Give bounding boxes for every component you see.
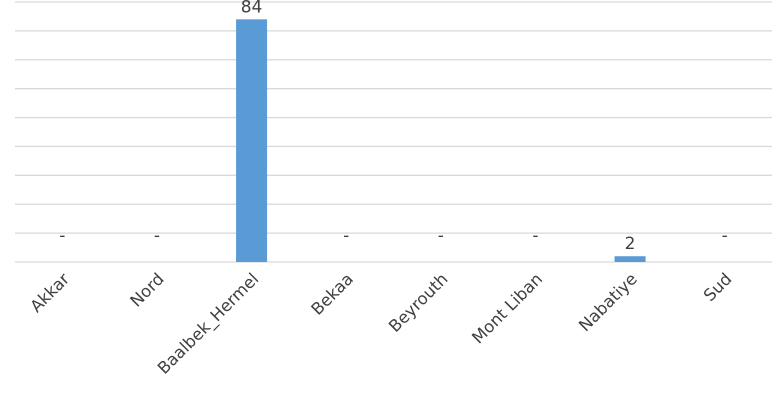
x-tick-label-baalbek-hermel: Baalbek_Hermel: [154, 269, 263, 378]
data-label-sud: -: [722, 226, 728, 246]
x-tick-label-beyrouth: Beyrouth: [385, 269, 452, 336]
data-label-nabatiye: 2: [625, 234, 636, 254]
data-label-bekaa: -: [343, 226, 349, 246]
bars: [236, 19, 646, 263]
data-label-nord: -: [154, 226, 160, 246]
x-tick-label-sud: Sud: [700, 269, 736, 305]
bar-baalbek-hermel: [236, 19, 268, 263]
x-tick-label-nord: Nord: [126, 269, 167, 310]
x-tick-label-akkar: Akkar: [26, 269, 73, 316]
gridlines: [15, 1, 772, 263]
bar-nabatiye: [614, 256, 646, 262]
data-label-beyrouth: -: [438, 226, 444, 246]
data-label-mont-liban: -: [532, 226, 538, 246]
x-tick-label-nabatiye: Nabatiye: [575, 269, 641, 335]
x-tick-label-bekaa: Bekaa: [308, 269, 357, 318]
data-label-baalbek-hermel: 84: [241, 0, 263, 17]
data-labels: - - 84 - - - 2 -: [59, 0, 728, 254]
x-tick-label-mont-liban: Mont Liban: [468, 269, 546, 347]
data-label-akkar: -: [59, 226, 65, 246]
